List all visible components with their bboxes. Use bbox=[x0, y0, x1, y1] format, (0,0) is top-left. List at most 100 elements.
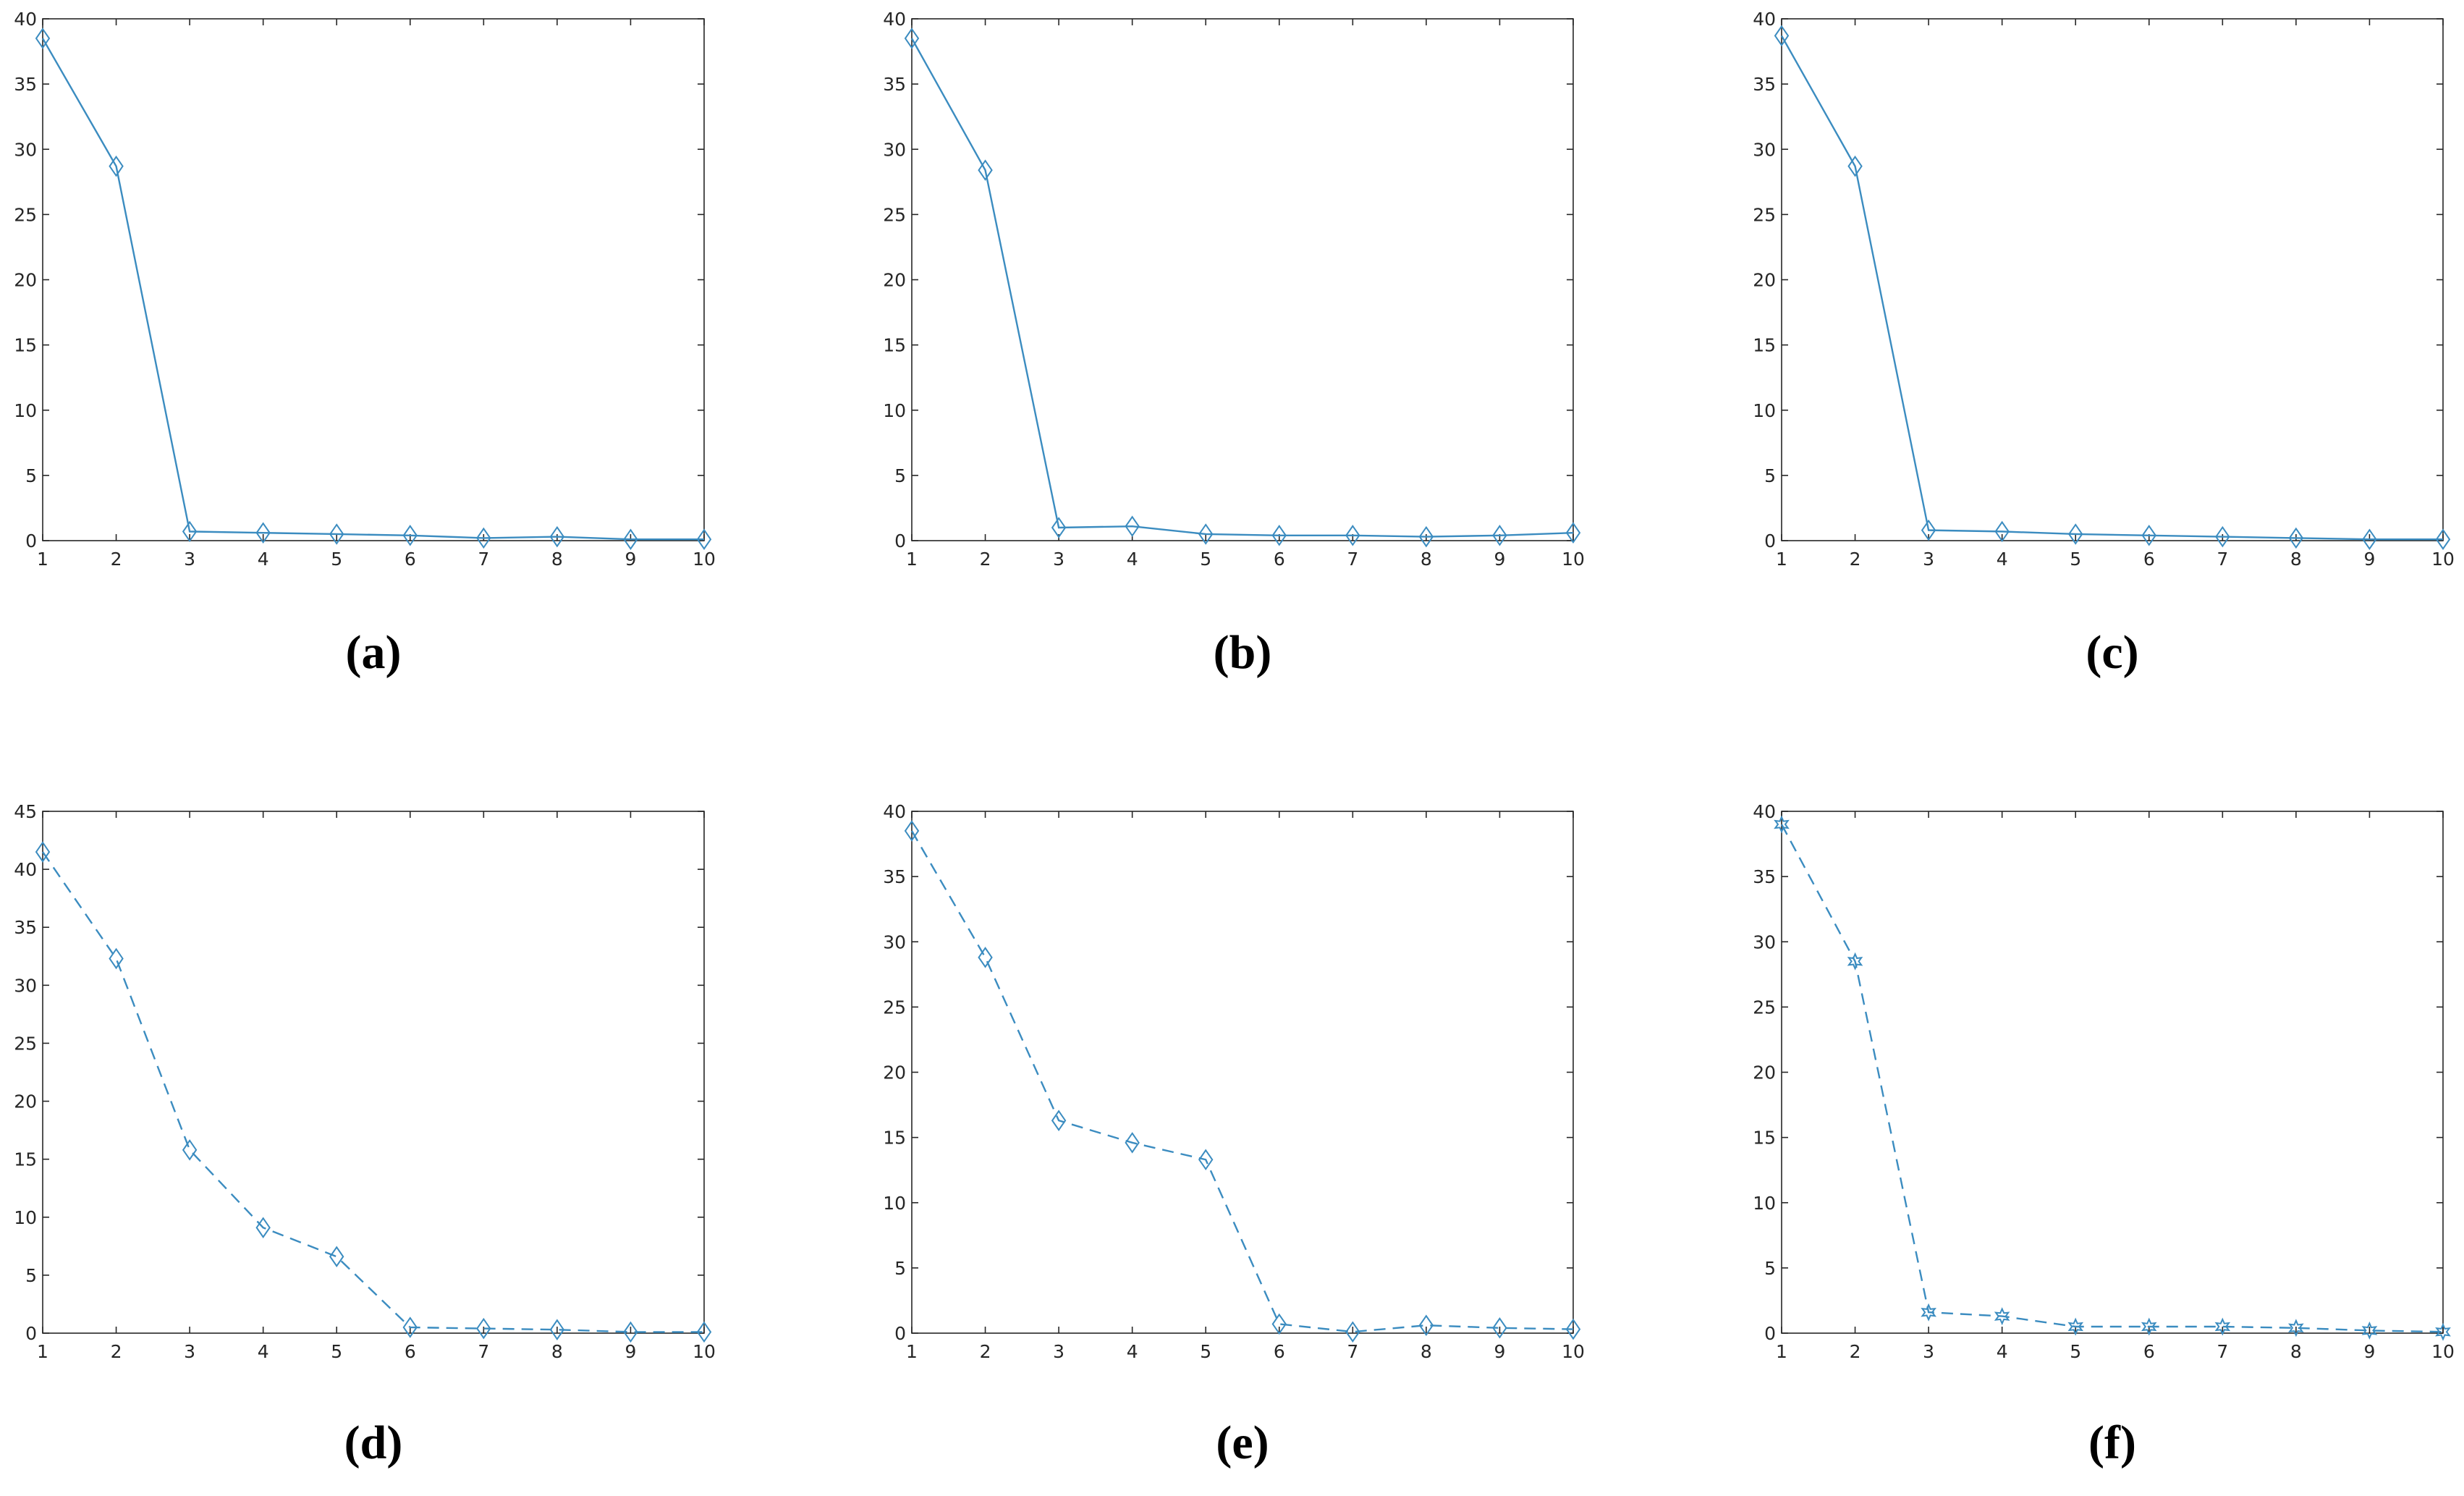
y-tick-label: 10 bbox=[14, 400, 37, 421]
plot-area bbox=[42, 811, 705, 1334]
y-tick-label: 30 bbox=[1753, 139, 1776, 160]
marker bbox=[2215, 525, 2230, 548]
marker bbox=[2361, 1321, 2378, 1340]
marker bbox=[1271, 525, 1287, 546]
x-tick-label: 5 bbox=[2070, 1341, 2081, 1362]
marker bbox=[1198, 523, 1214, 545]
x-tick-label: 5 bbox=[331, 1341, 342, 1362]
marker bbox=[2288, 1319, 2304, 1337]
x-tick-label: 10 bbox=[2431, 1341, 2455, 1362]
marker bbox=[904, 28, 920, 49]
x-tick-label: 4 bbox=[258, 1341, 269, 1362]
y-tick-label: 30 bbox=[14, 139, 37, 160]
x-tick-label: 6 bbox=[1274, 549, 1285, 570]
x-tick-label: 5 bbox=[2070, 549, 2081, 570]
x-tick-label: 2 bbox=[1850, 1341, 1861, 1362]
marker bbox=[329, 523, 344, 545]
panel-label: (f) bbox=[2088, 1416, 2136, 1469]
y-tick-label: 30 bbox=[14, 975, 37, 996]
panel-label: (c) bbox=[2086, 626, 2138, 679]
y-tick-label: 15 bbox=[883, 1128, 906, 1149]
x-tick-label: 10 bbox=[693, 1341, 716, 1362]
x-tick-label: 10 bbox=[1562, 549, 1585, 570]
x-tick-label: 2 bbox=[980, 1341, 991, 1362]
series-line bbox=[910, 38, 1574, 538]
marker bbox=[1125, 515, 1140, 537]
x-tick-label: 1 bbox=[906, 549, 918, 570]
marker bbox=[1492, 1317, 1507, 1339]
x-tick-label: 6 bbox=[1274, 1341, 1285, 1362]
marker bbox=[2141, 1317, 2157, 1336]
y-tick-label: 10 bbox=[883, 1193, 906, 1214]
y-tick-label: 5 bbox=[894, 465, 906, 486]
marker bbox=[1492, 525, 1507, 546]
y-tick-label: 5 bbox=[25, 1265, 37, 1286]
marker bbox=[549, 1319, 565, 1340]
marker bbox=[402, 1317, 418, 1338]
marker bbox=[1847, 155, 1863, 177]
y-tick-label: 20 bbox=[883, 270, 906, 291]
marker bbox=[35, 841, 51, 863]
plot-area bbox=[1781, 18, 2444, 541]
y-tick-label: 15 bbox=[1753, 335, 1776, 356]
subplot: 0 5 10 15 20 25 30 35 40 1 2 3 4 5 6 7 8 9 10 (e) bbox=[883, 801, 1585, 1469]
marker bbox=[1565, 1318, 1581, 1340]
x-tick-label: 4 bbox=[258, 549, 269, 570]
y-tick-label: 10 bbox=[1753, 1193, 1776, 1214]
y-tick-label: 25 bbox=[883, 997, 906, 1018]
panel-label: (e) bbox=[1216, 1416, 1269, 1469]
marker bbox=[1774, 25, 1790, 47]
y-tick-label: 0 bbox=[894, 531, 906, 552]
marker bbox=[255, 522, 271, 544]
marker bbox=[978, 159, 993, 181]
marker bbox=[1198, 1149, 1214, 1171]
marker bbox=[696, 528, 712, 550]
y-tick-label: 30 bbox=[883, 931, 906, 952]
x-tick-label: 8 bbox=[1421, 549, 1432, 570]
x-tick-label: 9 bbox=[1494, 1341, 1505, 1362]
plot-area bbox=[42, 18, 705, 541]
y-tick-label: 30 bbox=[1753, 931, 1776, 952]
y-tick-label: 5 bbox=[1764, 465, 1776, 486]
marker bbox=[1345, 525, 1360, 546]
x-tick-label: 4 bbox=[1127, 549, 1138, 570]
x-tick-label: 7 bbox=[2217, 1341, 2228, 1362]
marker bbox=[1051, 517, 1067, 538]
marker bbox=[1125, 1132, 1140, 1154]
y-tick-label: 45 bbox=[14, 801, 37, 822]
y-tick-label: 10 bbox=[1753, 400, 1776, 421]
y-tick-label: 40 bbox=[883, 9, 906, 30]
marker bbox=[329, 1246, 344, 1268]
marker bbox=[549, 525, 565, 548]
y-tick-label: 20 bbox=[1753, 270, 1776, 291]
y-tick-label: 40 bbox=[14, 859, 37, 880]
marker bbox=[623, 1321, 638, 1343]
y-tick-label: 5 bbox=[1764, 1258, 1776, 1279]
x-tick-label: 6 bbox=[2143, 549, 2155, 570]
marker bbox=[476, 527, 491, 549]
y-tick-label: 35 bbox=[883, 866, 906, 887]
marker bbox=[2068, 523, 2083, 545]
x-tick-label: 1 bbox=[1776, 549, 1787, 570]
x-tick-label: 1 bbox=[1776, 1341, 1787, 1362]
x-tick-label: 8 bbox=[2290, 1341, 2302, 1362]
x-tick-label: 8 bbox=[551, 1341, 563, 1362]
subplot: 0 5 10 15 20 25 30 35 40 1 2 3 4 5 6 7 8 9 10 (a) bbox=[14, 9, 716, 679]
x-tick-label: 3 bbox=[1053, 549, 1064, 570]
x-tick-label: 5 bbox=[1200, 1341, 1211, 1362]
subplot: 0 5 10 15 20 25 30 35 40 1 2 3 4 5 6 7 8 9 10 (f) bbox=[1753, 801, 2455, 1469]
panel-label: (a) bbox=[346, 626, 402, 679]
y-tick-label: 40 bbox=[883, 801, 906, 822]
y-tick-label: 35 bbox=[1753, 74, 1776, 95]
x-tick-label: 8 bbox=[1421, 1341, 1432, 1362]
x-tick-label: 9 bbox=[2363, 1341, 2375, 1362]
panel-label: (d) bbox=[344, 1416, 403, 1469]
x-tick-label: 6 bbox=[2143, 1341, 2155, 1362]
marker bbox=[109, 947, 124, 970]
x-tick-label: 6 bbox=[405, 549, 416, 570]
x-tick-label: 8 bbox=[2290, 549, 2302, 570]
subplot: 0 5 10 15 20 25 30 35 40 1 2 3 4 5 6 7 8 9 10 (c) bbox=[1753, 9, 2455, 679]
x-tick-label: 9 bbox=[625, 1341, 636, 1362]
x-tick-label: 1 bbox=[37, 1341, 48, 1362]
x-tick-label: 5 bbox=[331, 549, 342, 570]
